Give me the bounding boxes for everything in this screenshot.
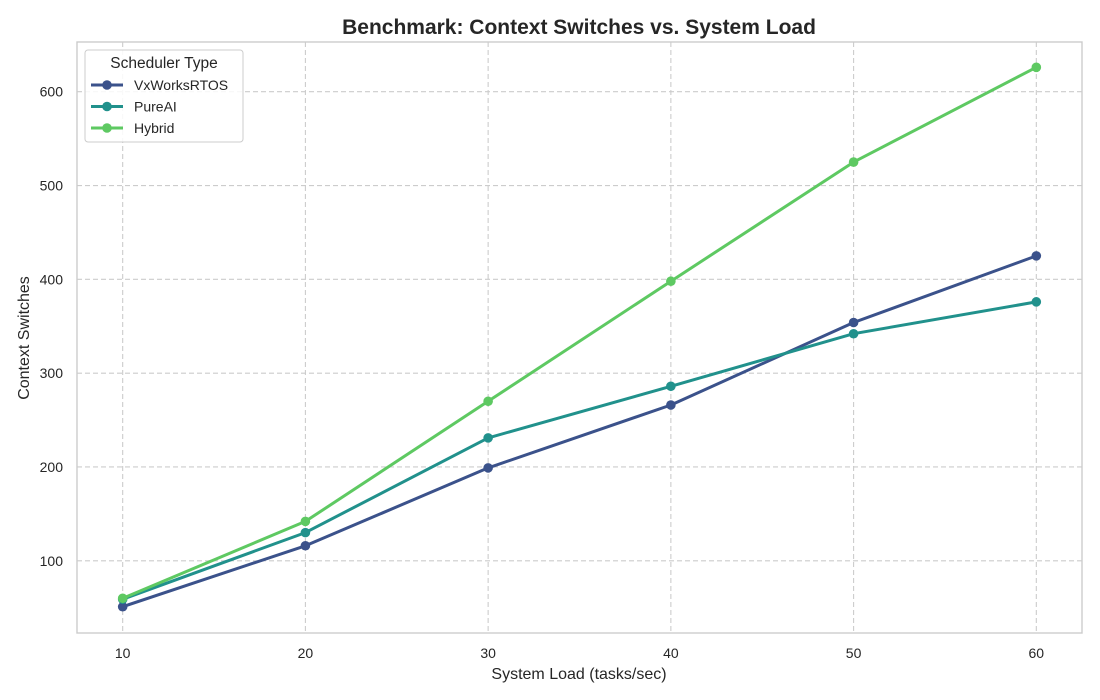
data-point-hybrid — [483, 396, 493, 407]
data-point-vxworksrtos — [666, 400, 676, 410]
data-point-vxworksrtos — [1031, 251, 1042, 261]
x-tick-label: 60 — [1029, 645, 1045, 661]
data-point-hybrid — [848, 157, 859, 167]
x-tick-label: 20 — [298, 645, 314, 661]
legend-entries: VxWorksRTOS PureAI Hybrid — [91, 77, 228, 136]
data-point-vxworksrtos — [300, 540, 311, 551]
legend-entry-hybrid: Hybrid — [91, 120, 174, 136]
legend-box — [84, 49, 244, 143]
x-tick-label: 10 — [115, 645, 131, 661]
legend-swatch-marker — [102, 80, 112, 90]
data-point-hybrid — [1031, 62, 1042, 73]
chart-title: Benchmark: Context Switches vs. System L… — [342, 16, 816, 39]
data-point-pureai — [300, 527, 311, 538]
x-axis-label: System Load (tasks/sec) — [491, 666, 666, 683]
series-hybrid — [117, 62, 1042, 604]
series-layer — [117, 62, 1042, 612]
y-tick-label: 500 — [40, 178, 64, 194]
plot-frame — [76, 41, 1083, 634]
data-point-pureai — [848, 328, 859, 339]
legend-label: VxWorksRTOS — [134, 77, 228, 93]
data-point-pureai — [1031, 297, 1042, 307]
data-point-hybrid — [666, 276, 676, 287]
legend-label: PureAI — [134, 99, 177, 115]
x-tick-label: 30 — [480, 645, 496, 661]
data-point-vxworksrtos — [117, 601, 128, 612]
legend-label: Hybrid — [134, 120, 174, 136]
data-point-pureai — [483, 433, 493, 443]
data-point-hybrid — [300, 516, 311, 527]
y-axis-ticks: 100 200 300 400 500 600 — [40, 84, 64, 569]
data-point-vxworksrtos — [483, 463, 493, 473]
legend-entry-pureai: PureAI — [91, 99, 177, 115]
y-tick-label: 300 — [40, 365, 64, 381]
x-tick-label: 40 — [663, 645, 679, 661]
legend-swatch-marker — [102, 123, 112, 133]
data-point-pureai — [666, 381, 676, 392]
series-line-vxworksrtos — [121, 254, 1038, 609]
legend-entry-vxworksrtos: VxWorksRTOS — [91, 77, 228, 93]
y-axis-label: Context Switches — [16, 276, 33, 400]
y-tick-label: 400 — [40, 271, 64, 287]
legend-swatch-marker — [102, 101, 112, 112]
y-tick-label: 600 — [40, 84, 64, 100]
series-line-pureai — [121, 300, 1038, 601]
y-tick-label: 200 — [40, 459, 64, 475]
y-tick-label: 100 — [40, 553, 64, 569]
series-pureai — [117, 297, 1042, 605]
series-vxworksrtos — [117, 251, 1042, 612]
legend-title: Scheduler Type — [110, 55, 217, 72]
legend: Scheduler Type VxWorksRTOS PureAI Hybrid — [84, 49, 244, 143]
x-axis-ticks: 10 20 30 40 50 60 — [115, 645, 1044, 661]
data-point-vxworksrtos — [848, 317, 859, 328]
data-point-hybrid — [117, 593, 128, 604]
x-tick-label: 50 — [846, 645, 862, 661]
series-line-hybrid — [121, 65, 1038, 600]
